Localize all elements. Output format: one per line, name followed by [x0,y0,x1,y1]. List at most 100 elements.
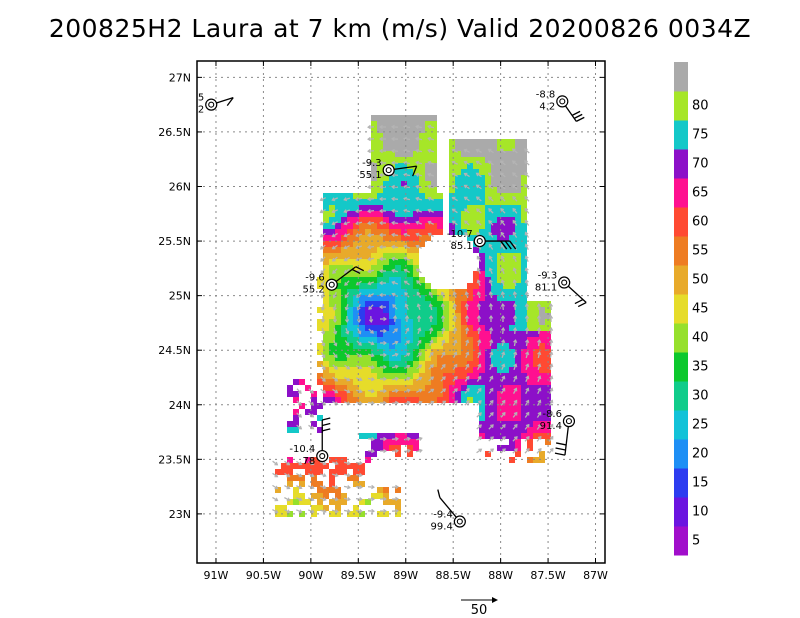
wind-speed-cell [401,271,407,277]
wind-vector [355,377,363,381]
wind-vector [464,364,470,370]
wind-speed-cell [389,145,395,151]
wind-speed-cell [467,145,473,151]
wind-speed-cell [521,211,527,217]
wind-speed-cell [521,259,527,265]
wind-speed-cell [509,247,515,253]
wind-vector [343,497,351,501]
wind-speed-cell [323,247,329,253]
wind-speed-cell [539,415,545,421]
wind-speed-cell [491,265,497,271]
wind-vector [367,450,375,452]
wind-vector-head [391,160,395,166]
wind-speed-cell [389,379,395,385]
wind-speed-cell [365,229,371,235]
wind-speed-cell [479,421,485,427]
wind-speed-cell [419,169,425,175]
wind-speed-cell [407,223,413,229]
wind-speed-cell [341,265,347,271]
wind-speed-cell [341,229,347,235]
wind-vector [476,436,482,442]
wind-speed-cell [419,229,425,235]
wind-vector-head [501,424,506,428]
wind-vector [513,363,517,371]
wind-speed-cell [491,229,497,235]
wind-vector-head [320,282,325,287]
wind-speed-cell [521,157,527,163]
wind-vector [333,292,337,298]
wind-speed-cell [497,283,503,289]
wind-vector [272,460,278,466]
wind-speed-cell [353,241,359,247]
wind-speed-cell [449,139,455,145]
wind-speed-cell [545,385,551,391]
wind-speed-cell [389,151,395,157]
wind-speed-cell [383,511,389,517]
wind-speed-cell [353,373,359,379]
wind-vector [500,232,506,238]
wind-vector-head [548,303,554,307]
wind-speed-cell [509,343,515,349]
wind-vector [452,208,458,214]
x-tick-label: 90W [298,569,323,582]
wind-vector-head [383,508,387,514]
wind-speed-cell [371,295,377,301]
wind-speed-cell [443,385,449,391]
dropsonde-marker: 52 [198,93,234,116]
wind-speed-cell [275,511,281,517]
wind-speed-cell [347,337,353,343]
wind-vector-head [488,327,494,331]
wind-speed-cell [413,217,419,223]
wind-vector-head [524,207,529,212]
wind-speed-cell [335,343,341,349]
wind-speed-cell [323,355,329,361]
wind-speed-cell [401,391,407,397]
wind-speed-cell [437,199,443,205]
wind-speed-cell [527,397,533,403]
wind-speed-cell [413,391,419,397]
wind-vector-head [453,363,458,368]
wind-vector [272,508,278,514]
wind-speed-cell [425,175,431,181]
wind-speed-cell [497,379,503,385]
wind-speed-cell [431,145,437,151]
wind-vector [367,233,375,237]
wind-speed-cell [377,115,383,121]
wind-speed-cell [377,259,383,265]
wind-speed-cell [383,325,389,331]
wind-vector-head [367,293,372,298]
wind-vector [415,209,423,213]
wind-vector-head [487,184,492,189]
wind-barb-flag [554,452,566,456]
wind-vector-head [512,184,516,188]
wind-vector-head [524,231,529,236]
wind-speed-cell [371,163,377,169]
wind-speed-cell [419,175,425,181]
x-tick-label: 89.5W [341,569,376,582]
wind-vector-head [488,255,493,260]
wind-vector-head [475,196,480,201]
wind-vector [343,221,351,225]
wind-vector [403,137,411,141]
wind-vector-head [371,496,375,502]
wind-speed-cell [491,217,497,223]
wind-speed-cell [521,193,527,199]
wind-speed-cell [545,331,551,337]
wind-speed-cell [485,241,491,247]
wind-speed-cell [401,181,407,187]
wind-speed-cell [419,121,425,127]
wind-vector [549,351,553,359]
wind-speed-cell [485,139,491,145]
wind-vector [514,327,516,335]
wind-vector [536,448,542,454]
wind-speed-cell [431,175,437,181]
wind-speed-cell [359,337,365,343]
wind-speed-cell [503,361,509,367]
wind-speed-cell [479,229,485,235]
wind-speed-cell [521,301,527,307]
wind-speed-cell [503,223,509,229]
wind-vector [416,376,422,382]
wind-speed-cell [473,319,479,325]
wind-speed-cell [533,313,539,319]
wind-speed-cell [419,133,425,139]
